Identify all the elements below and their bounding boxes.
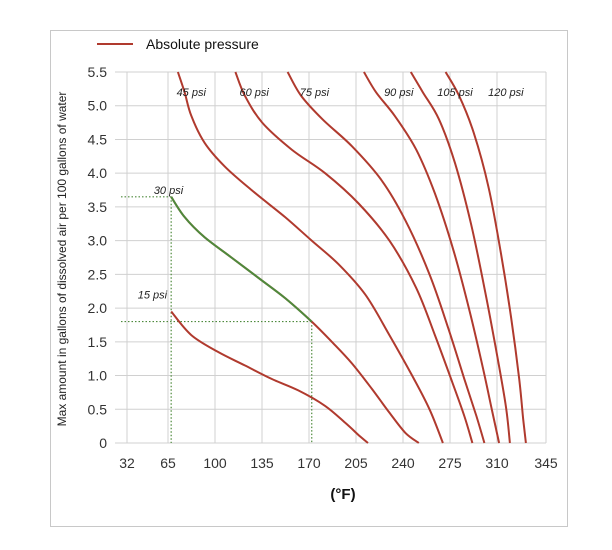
chart-frame	[50, 30, 568, 527]
curve-label-60-psi: 60 psi	[239, 87, 269, 99]
x-tick-label: 345	[534, 455, 558, 471]
series-curve-45-psi	[176, 71, 444, 444]
x-tick-label: 205	[344, 455, 368, 471]
series-curve-75-psi	[286, 71, 486, 444]
grid	[115, 71, 547, 444]
y-tick-label: 0.5	[88, 401, 108, 417]
x-tick-label: 170	[297, 455, 321, 471]
tick-labels: 0 0.5 1.0 1.5 2.0 2.5 3.0 3.5 4.0 4.5 5.0 5.5 32 65 10…	[88, 64, 558, 471]
curve-labels: 45 psi 60 psi 75 psi 90 psi 105 psi 120 psi 30…	[138, 87, 524, 301]
curve-label-45-psi: 45 psi	[177, 87, 207, 99]
x-tick-label: 275	[438, 455, 462, 471]
y-tick-label: 2.0	[88, 300, 108, 316]
y-tick-label: 5.5	[88, 64, 108, 80]
y-tick-label: 4.5	[88, 131, 108, 147]
reading-lines	[121, 196, 313, 443]
x-tick-label: 240	[391, 455, 415, 471]
highlighted-curve-segment	[170, 196, 313, 323]
curve-label-120-psi: 120 psi	[488, 87, 524, 99]
y-tick-label: 1.5	[88, 334, 108, 350]
y-axis-title: Max amount in gallons of dissolved air p…	[55, 92, 69, 427]
curve-label-75-psi: 75 psi	[300, 87, 330, 99]
series-curve-120-psi	[444, 71, 527, 444]
y-tick-label: 3.0	[88, 233, 108, 249]
x-tick-label: 135	[250, 455, 274, 471]
curve-label-90-psi: 90 psi	[384, 87, 414, 99]
x-tick-label: 32	[119, 455, 135, 471]
y-tick-label: 3.5	[88, 199, 108, 215]
series-curve-105-psi	[409, 71, 511, 444]
series-curve-60-psi	[234, 71, 474, 444]
x-tick-label: 310	[485, 455, 509, 471]
legend-label: Absolute pressure	[146, 36, 259, 52]
y-tick-label: 5.0	[88, 98, 108, 114]
y-tick-label: 2.5	[88, 266, 108, 282]
y-tick-label: 1.0	[88, 368, 108, 384]
y-tick-label: 4.0	[88, 165, 108, 181]
x-tick-label: 65	[160, 455, 176, 471]
highlight-segment	[170, 196, 313, 323]
curve-label-105-psi: 105 psi	[437, 87, 473, 99]
x-tick-label: 100	[203, 455, 227, 471]
series-curve-15-psi	[170, 310, 369, 444]
curve-label-30-psi: 30 psi	[154, 185, 184, 197]
curve-label-15-psi: 15 psi	[138, 290, 168, 302]
y-tick-label: 0	[99, 435, 107, 451]
legend: Absolute pressure	[97, 36, 259, 52]
series-curve-90-psi	[363, 71, 501, 444]
x-axis-title: (°F)	[330, 486, 355, 503]
series-curves	[170, 71, 527, 444]
